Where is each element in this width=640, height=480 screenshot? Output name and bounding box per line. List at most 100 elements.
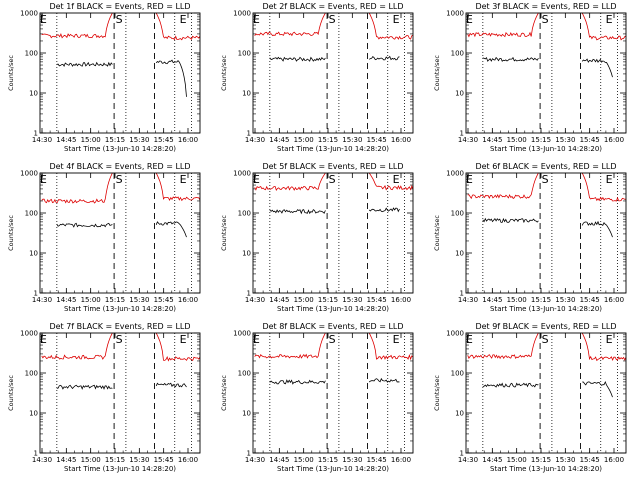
x-tick-label: 16:00 [391, 296, 411, 304]
x-tick-label: 15:30 [129, 136, 149, 144]
event-marker-label: E [606, 13, 613, 26]
event-marker-label: S [542, 173, 549, 186]
series-line [368, 173, 413, 191]
x-tick-label: 14:30 [458, 296, 478, 304]
series-line [254, 333, 326, 359]
y-tick-label: 10 [455, 250, 464, 258]
event-marker-label: S [116, 333, 123, 346]
panel-title: Det 6f BLACK = Events, RED = LLD [475, 162, 616, 171]
series-line [581, 58, 613, 78]
series-line [368, 13, 413, 40]
y-tick-label: 1000 [20, 10, 38, 18]
x-axis-label: Start Time (13-Jun-10 14:28:20) [64, 465, 176, 473]
x-tick-label: 15:45 [580, 456, 600, 464]
x-tick-label: 16:00 [178, 296, 198, 304]
plot-frame [465, 172, 627, 294]
y-axis-label: Counts/sec [7, 375, 15, 411]
detector-panel-9: Det 9f BLACK = Events, RED = LLD Counts/s… [433, 322, 627, 473]
x-tick-label: 15:45 [367, 136, 387, 144]
series-line [467, 333, 539, 360]
event-marker-label: E [253, 333, 260, 346]
plot-frame [252, 332, 414, 454]
event-marker-label: S [116, 13, 123, 26]
event-marker-label: E [253, 173, 260, 186]
x-tick-label: 15:15 [531, 296, 551, 304]
panel-title: Det 4f BLACK = Events, RED = LLD [49, 162, 190, 171]
y-tick-label: 10 [242, 90, 251, 98]
event-marker-label: E [180, 333, 187, 346]
detector-panel-2: Det 2f BLACK = Events, RED = LLD Counts/s… [220, 2, 414, 153]
x-axis-label: Start Time (13-Jun-10 14:28:20) [490, 465, 602, 473]
x-tick-label: 14:45 [56, 136, 76, 144]
x-tick-label: 14:45 [482, 456, 502, 464]
series-line [155, 173, 200, 202]
x-tick-label: 15:15 [531, 456, 551, 464]
series-line [155, 382, 187, 388]
series-line [155, 333, 200, 362]
x-tick-label: 16:00 [391, 136, 411, 144]
event-marker-label: S [542, 333, 549, 346]
y-tick-label: 1 [247, 450, 251, 458]
x-tick-label: 15:15 [318, 136, 338, 144]
y-tick-label: 100 [451, 50, 464, 58]
x-tick-label: 15:15 [105, 296, 125, 304]
event-marker-label: E [253, 13, 260, 26]
event-marker-label: E [466, 173, 473, 186]
series-line [368, 377, 400, 383]
x-tick-label: 15:30 [342, 296, 362, 304]
x-tick-label: 15:00 [81, 456, 101, 464]
y-tick-label: 1000 [233, 10, 251, 18]
event-marker-label: E [606, 333, 613, 346]
series-line [254, 173, 326, 191]
series-line [155, 59, 187, 97]
detector-panel-3: Det 3f BLACK = Events, RED = LLD Counts/s… [433, 2, 627, 153]
panel-title: Det 7f BLACK = Events, RED = LLD [49, 322, 190, 331]
plot-frame [39, 332, 201, 454]
y-tick-label: 100 [238, 50, 251, 58]
x-tick-label: 14:45 [269, 136, 289, 144]
series-line [155, 13, 200, 41]
series-line [269, 209, 326, 215]
series-line [467, 13, 539, 38]
y-tick-label: 1 [460, 450, 464, 458]
x-tick-label: 14:30 [458, 136, 478, 144]
x-tick-label: 14:30 [245, 296, 265, 304]
detector-panel-7: Det 7f BLACK = Events, RED = LLD Counts/s… [7, 322, 201, 473]
x-tick-label: 15:00 [294, 136, 314, 144]
x-tick-label: 14:45 [482, 296, 502, 304]
y-tick-label: 100 [25, 50, 38, 58]
y-tick-label: 1000 [233, 170, 251, 178]
plot-frame [39, 12, 201, 134]
event-marker-label: E [40, 333, 47, 346]
panel-title: Det 2f BLACK = Events, RED = LLD [262, 2, 403, 11]
x-tick-label: 15:00 [294, 296, 314, 304]
plot-frame [252, 172, 414, 294]
series-line [269, 56, 326, 62]
event-marker-label: E [180, 173, 187, 186]
x-tick-label: 14:45 [56, 456, 76, 464]
y-tick-label: 10 [455, 410, 464, 418]
x-tick-label: 15:15 [531, 136, 551, 144]
y-tick-label: 1 [34, 130, 38, 138]
x-axis-label: Start Time (13-Jun-10 14:28:20) [64, 145, 176, 153]
series-line [269, 379, 326, 385]
series-line [581, 173, 626, 202]
x-tick-label: 15:00 [81, 296, 101, 304]
detector-panel-6: Det 6f BLACK = Events, RED = LLD Counts/s… [433, 162, 627, 313]
panel-title: Det 3f BLACK = Events, RED = LLD [475, 2, 616, 11]
series-line [482, 217, 539, 224]
event-marker-label: S [329, 333, 336, 346]
y-tick-label: 1 [460, 290, 464, 298]
series-line [467, 173, 539, 200]
x-tick-label: 14:30 [245, 136, 265, 144]
y-tick-label: 1000 [20, 170, 38, 178]
series-line [368, 207, 400, 213]
plot-frame [465, 332, 627, 454]
detector-panel-1: Det 1f BLACK = Events, RED = LLD Counts/s… [7, 2, 201, 153]
y-tick-label: 100 [451, 210, 464, 218]
x-tick-label: 15:30 [342, 456, 362, 464]
x-tick-label: 15:45 [367, 456, 387, 464]
x-axis-label: Start Time (13-Jun-10 14:28:20) [490, 305, 602, 313]
y-axis-label: Counts/sec [7, 215, 15, 251]
y-tick-label: 100 [25, 370, 38, 378]
